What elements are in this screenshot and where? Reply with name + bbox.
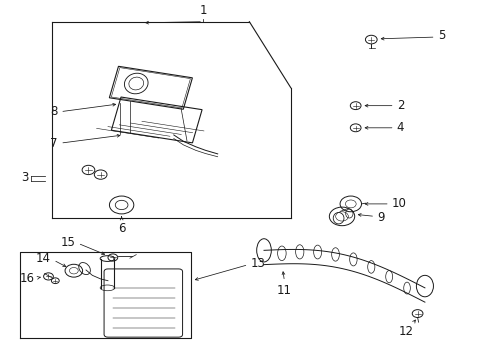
Text: 7: 7 bbox=[50, 137, 57, 150]
Text: 10: 10 bbox=[391, 197, 406, 210]
Text: 8: 8 bbox=[50, 105, 57, 118]
Text: 4: 4 bbox=[396, 121, 403, 134]
Text: 5: 5 bbox=[437, 30, 445, 42]
Text: 11: 11 bbox=[276, 284, 291, 297]
Text: 1: 1 bbox=[199, 4, 206, 17]
Text: 15: 15 bbox=[61, 236, 75, 249]
Text: 12: 12 bbox=[398, 325, 413, 338]
Text: 14: 14 bbox=[36, 252, 51, 265]
Text: 9: 9 bbox=[376, 211, 384, 224]
Text: 16: 16 bbox=[20, 273, 35, 285]
Text: 3: 3 bbox=[21, 171, 29, 184]
Text: 6: 6 bbox=[118, 222, 125, 235]
Text: 2: 2 bbox=[396, 99, 403, 112]
Text: 13: 13 bbox=[250, 257, 264, 270]
